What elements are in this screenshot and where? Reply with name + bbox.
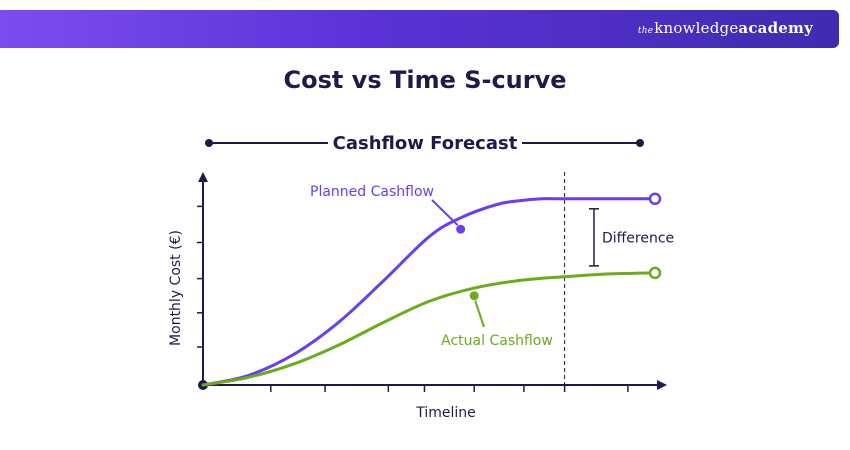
actual-cashflow-line — [201, 271, 657, 387]
subtitle-dot-left — [205, 139, 213, 147]
x-axis-label: Timeline — [415, 405, 476, 421]
chart-subtitle: Cashflow Forecast — [333, 133, 518, 154]
subtitle-dot-right — [636, 139, 644, 147]
actual-point-marker — [469, 291, 479, 301]
brand-main: knowledge — [654, 19, 739, 37]
planned-leader-line — [431, 199, 459, 226]
header-banner: theknowledgeacademy — [0, 10, 839, 48]
planned-point-marker — [456, 224, 466, 234]
planned-cashflow-line — [201, 197, 657, 387]
difference-label: Difference — [602, 230, 674, 246]
brand-bold: academy — [738, 19, 813, 37]
y-axis-label: Monthly Cost (€) — [168, 230, 184, 346]
actual-end-marker — [648, 266, 662, 280]
brand-prefix: the — [637, 26, 654, 36]
page-title: Cost vs Time S-curve — [283, 66, 567, 94]
x-axis-arrow — [657, 380, 667, 390]
difference-bracket — [588, 208, 599, 267]
y-axis-arrow — [198, 172, 208, 182]
planned-cashflow-label: Planned Cashflow — [310, 184, 434, 200]
actual-leader-line — [474, 300, 485, 328]
planned-end-marker — [648, 192, 662, 206]
brand-logo[interactable]: theknowledgeacademy — [638, 19, 813, 37]
actual-cashflow-label: Actual Cashflow — [441, 333, 553, 349]
